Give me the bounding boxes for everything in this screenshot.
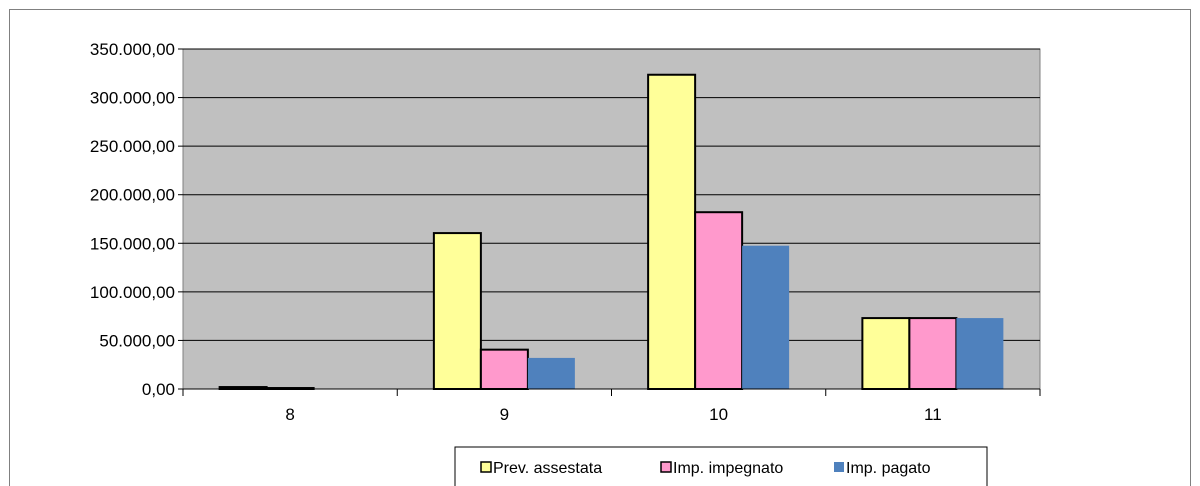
bar-prev-assestata-9 xyxy=(432,232,482,390)
y-tick-label: 250.000,00 xyxy=(90,137,175,156)
legend: Prev. assestata Imp. impegnato Imp. pagato xyxy=(454,446,988,486)
legend-box xyxy=(454,446,988,486)
x-tick-label: 11 xyxy=(924,405,942,424)
y-tick-label: 150.000,00 xyxy=(90,234,175,253)
bar-imp-pagato-10 xyxy=(742,245,790,389)
y-tick-label: 0,00 xyxy=(142,380,175,399)
y-tick-label: 100.000,00 xyxy=(90,283,175,302)
legend-label: Imp. impegnato xyxy=(673,460,783,477)
bar-imp-impegnato-11 xyxy=(908,317,958,391)
y-tick-label: 350.000,00 xyxy=(90,40,175,59)
x-axis: 8 9 10 11 xyxy=(182,388,1041,424)
legend-label: Prev. assestata xyxy=(493,460,602,477)
y-axis: 0,00 50.000,00 100.000,00 150.000,00 200.000… xyxy=(90,40,183,399)
bar-prev-assestata-11 xyxy=(861,317,911,391)
legend-swatch xyxy=(660,461,672,473)
y-tick-label: 200.000,00 xyxy=(90,186,175,205)
legend-swatch xyxy=(480,461,492,473)
legend-label: Imp. pagato xyxy=(846,460,931,477)
x-tick-label: 10 xyxy=(709,405,728,424)
bar-imp-impegnato-10 xyxy=(694,211,744,390)
y-tick-label: 300.000,00 xyxy=(90,89,175,108)
x-tick-label: 8 xyxy=(285,405,294,424)
y-tick-label: 50.000,00 xyxy=(99,331,175,350)
bar-prev-assestata-10 xyxy=(647,73,697,390)
bar-imp-pagato-9 xyxy=(527,357,575,389)
bar-imp-impegnato-9 xyxy=(479,348,529,390)
legend-swatch xyxy=(834,462,844,472)
plot-area xyxy=(182,48,1041,391)
bar-imp-pagato-11 xyxy=(956,318,1004,389)
x-tick-label: 9 xyxy=(500,405,509,424)
